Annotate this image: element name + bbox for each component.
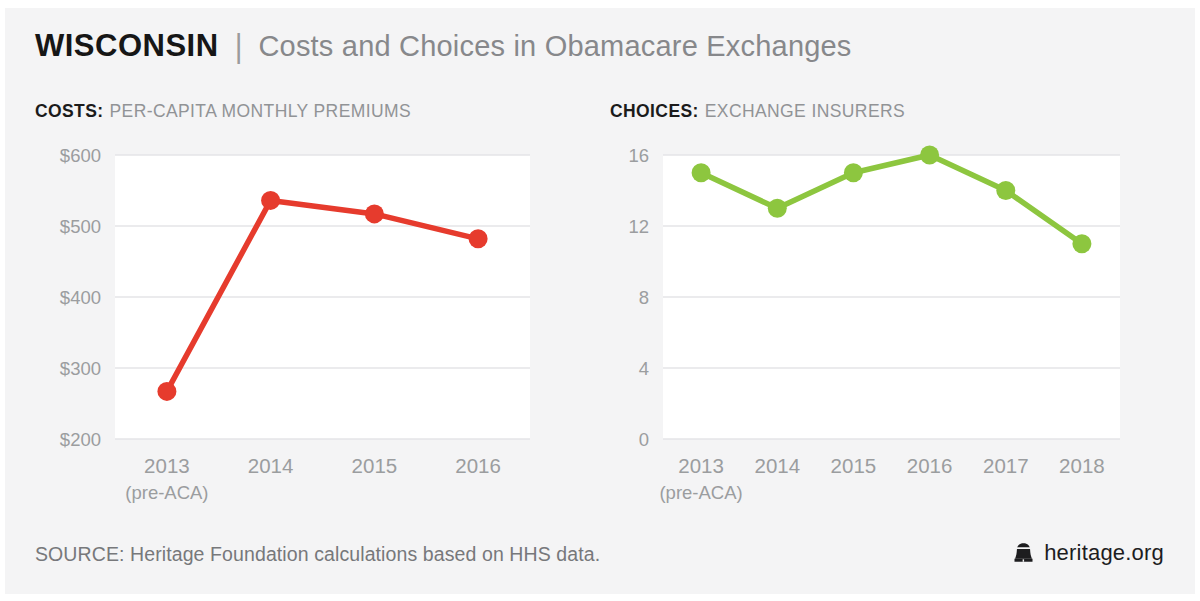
title-separator: |	[235, 28, 243, 65]
costs-ytick-label: $300	[60, 358, 101, 379]
costs-label-bold: COSTS:	[35, 101, 104, 121]
choices-ytick-label: 16	[628, 145, 649, 166]
choices-ytick-label: 0	[639, 429, 649, 450]
costs-ytick-label: $500	[60, 216, 101, 237]
costs-data-point	[157, 382, 176, 401]
choices-xtick-label: 2016	[907, 454, 953, 477]
choices-data-point	[920, 146, 939, 165]
brand-label: heritage.org	[1044, 540, 1164, 566]
title-bar: WISCONSIN | Costs and Choices in Obamaca…	[35, 28, 852, 64]
choices-label-bold: CHOICES:	[610, 101, 699, 121]
choices-xtick-note: (pre-ACA)	[659, 482, 742, 503]
costs-xtick-label: 2014	[248, 454, 294, 477]
choices-data-point	[1072, 234, 1091, 253]
page-title-subtitle: Costs and Choices in Obamacare Exchanges	[258, 30, 851, 63]
choices-xtick-label: 2014	[754, 454, 800, 477]
costs-line-chart: $600 $500 $400 $300 $200 2013 (pre-ACA) 2014 201…	[30, 140, 590, 520]
choices-ytick-label: 4	[639, 358, 649, 379]
costs-ytick-label: $600	[60, 145, 101, 166]
choices-xtick-label: 2018	[1059, 454, 1105, 477]
costs-ytick-label: $400	[60, 287, 101, 308]
choices-section-label: CHOICES: EXCHANGE INSURERS	[610, 101, 905, 122]
choices-xtick-label: 2015	[831, 454, 877, 477]
choices-line-chart: 16 12 8 4 0 2013 (pre-ACA) 2014 2015 2016 2017 2018	[610, 140, 1170, 520]
liberty-bell-icon	[1012, 542, 1035, 565]
choices-data-point	[768, 199, 787, 218]
choices-data-point	[844, 163, 863, 182]
heritage-brand: heritage.org	[1012, 540, 1164, 566]
costs-ytick-label: $200	[60, 429, 101, 450]
choices-ytick-label: 8	[639, 287, 649, 308]
costs-data-point	[261, 191, 280, 210]
costs-label-rest: PER-CAPITA MONTHLY PREMIUMS	[110, 101, 412, 121]
costs-section-label: COSTS: PER-CAPITA MONTHLY PREMIUMS	[35, 101, 411, 122]
choices-data-point	[996, 181, 1015, 200]
choices-data-point	[692, 163, 711, 182]
choices-ytick-label: 12	[628, 216, 649, 237]
choices-xtick-label: 2017	[983, 454, 1029, 477]
costs-xtick-label: 2016	[455, 454, 501, 477]
page-title-region: WISCONSIN	[35, 28, 219, 64]
choices-xtick-label: 2013	[678, 454, 724, 477]
costs-xtick-label: 2013	[144, 454, 190, 477]
costs-xtick-label: 2015	[352, 454, 398, 477]
costs-data-point	[365, 204, 384, 223]
choices-label-rest: EXCHANGE INSURERS	[705, 101, 905, 121]
source-note: SOURCE: Heritage Foundation calculations…	[35, 543, 600, 566]
costs-data-point	[469, 229, 488, 248]
costs-xtick-note: (pre-ACA)	[125, 482, 208, 503]
